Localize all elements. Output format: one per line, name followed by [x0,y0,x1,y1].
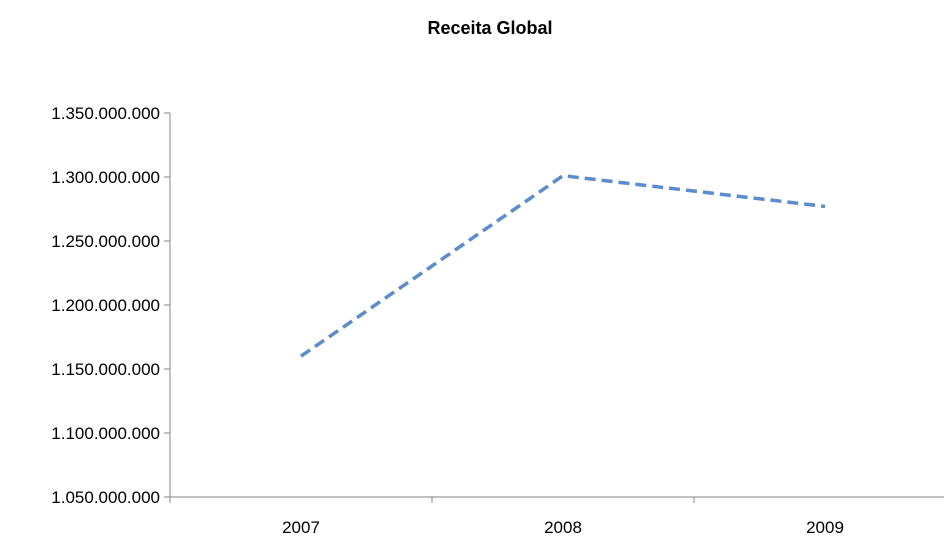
x-tick-label: 2008 [544,518,582,537]
x-tick-label: 2007 [282,518,320,537]
axes [164,112,944,503]
y-tick-label: 1.200.000.000 [51,296,160,315]
y-tick-label: 1.100.000.000 [51,424,160,443]
y-tick-label: 1.050.000.000 [51,488,160,507]
y-tick-label: 1.150.000.000 [51,360,160,379]
y-tick-label: 1.250.000.000 [51,232,160,251]
series-lines [300,173,826,358]
x-tick-label: 2009 [806,518,844,537]
tick-labels: 1.050.000.000 1.100.000.000 1.150.000.000 1… [51,104,844,537]
y-tick-label: 1.350.000.000 [51,104,160,123]
series-line [300,173,826,358]
chart-title: Receita Global [427,18,553,38]
y-tick-label: 1.300.000.000 [51,168,160,187]
